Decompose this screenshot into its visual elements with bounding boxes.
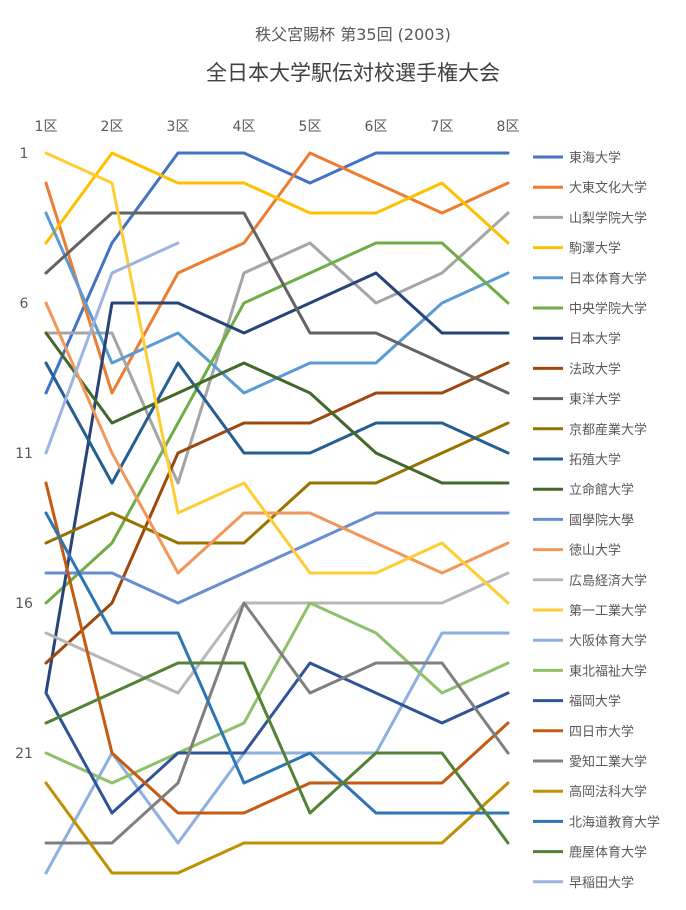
series-line-15 xyxy=(44,151,510,605)
series-line-5 xyxy=(44,241,510,605)
series-line-24 xyxy=(44,241,180,455)
legend-label: 四日市大学 xyxy=(569,724,634,740)
series-line-10 xyxy=(44,361,510,485)
legend-label: 法政大学 xyxy=(569,361,621,377)
series-lines xyxy=(44,151,510,875)
legend-label: 國學院大學 xyxy=(569,513,634,528)
x-tick-label: 3区 xyxy=(167,119,190,135)
legend-label: 日本体育大学 xyxy=(569,271,647,287)
series-line-3 xyxy=(44,151,510,245)
series-line-22 xyxy=(44,511,510,815)
chart-subtitle: 全日本大学駅伝対校選手権大会 xyxy=(206,61,500,85)
x-tick-label: 5区 xyxy=(299,119,322,135)
chart-title: 秩父宮賜杯 第35回 (2003) xyxy=(255,25,451,44)
legend-label: 大阪体育大学 xyxy=(569,633,647,649)
y-tick-label: 1 xyxy=(20,146,29,162)
legend-label: 愛知工業大学 xyxy=(569,754,647,770)
legend-label: 徳山大学 xyxy=(569,543,621,559)
legend-label: 駒澤大学 xyxy=(569,241,621,257)
y-tick-label: 6 xyxy=(20,296,29,312)
legend-label: 大東文化大学 xyxy=(569,180,647,196)
legend-label: 福岡大学 xyxy=(569,694,621,710)
series-line-0 xyxy=(44,151,510,395)
legend-label: 山梨学院大学 xyxy=(569,210,647,226)
legend-label: 東海大学 xyxy=(569,150,621,166)
legend-label: 立命館大学 xyxy=(569,482,634,498)
x-tick-label: 2区 xyxy=(101,119,124,135)
legend-label: 日本大学 xyxy=(569,331,621,347)
series-line-23 xyxy=(44,661,510,845)
series-line-21 xyxy=(44,781,510,875)
series-line-13 xyxy=(44,301,510,575)
series-line-16 xyxy=(44,631,510,875)
legend-label: 第一工業大学 xyxy=(569,603,647,619)
y-tick-label: 11 xyxy=(15,446,33,462)
x-tick-label: 8区 xyxy=(497,119,520,135)
series-line-6 xyxy=(44,271,510,695)
legend-label: 東洋大学 xyxy=(569,392,621,408)
series-line-19 xyxy=(44,481,510,815)
legend-label: 鹿屋体育大学 xyxy=(569,845,647,861)
legend-label: 北海道教育大学 xyxy=(569,814,660,830)
legend: 東海大学大東文化大学山梨学院大学駒澤大学日本体育大学中央学院大学日本大学法政大学… xyxy=(533,150,660,891)
x-tick-label: 7区 xyxy=(431,119,454,135)
series-line-11 xyxy=(44,331,510,485)
series-line-20 xyxy=(44,601,510,845)
series-line-18 xyxy=(44,661,510,815)
series-line-12 xyxy=(44,511,510,605)
legend-label: 中央学院大学 xyxy=(569,301,647,317)
legend-label: 広島経済大学 xyxy=(569,573,647,589)
legend-label: 早稲田大学 xyxy=(569,875,634,891)
series-line-14 xyxy=(44,571,510,695)
x-tick-label: 1区 xyxy=(35,119,58,135)
x-tick-label: 4区 xyxy=(233,119,256,135)
x-axis-tick-labels: 1区 2区 3区 4区 5区 6区 7区 8区 xyxy=(35,119,520,135)
y-tick-label: 16 xyxy=(15,596,33,612)
y-tick-label: 21 xyxy=(15,746,33,762)
legend-label: 拓殖大学 xyxy=(569,452,621,468)
series-line-17 xyxy=(44,601,510,785)
legend-label: 京都産業大学 xyxy=(569,422,647,438)
series-line-8 xyxy=(44,211,510,395)
legend-label: 東北福祉大学 xyxy=(569,663,647,679)
legend-label: 高岡法科大学 xyxy=(569,784,647,800)
x-tick-label: 6区 xyxy=(365,119,388,135)
